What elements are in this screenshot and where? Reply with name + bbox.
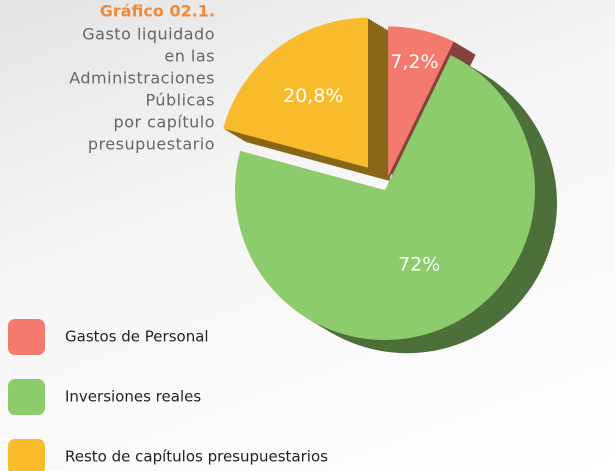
legend-swatch xyxy=(8,319,45,355)
legend-label: Inversiones reales xyxy=(65,388,201,406)
value-label: 7,2% xyxy=(390,51,438,73)
chart-subtitle: Gasto liquidado xyxy=(82,25,215,44)
chart-subtitle: presupuestario xyxy=(88,135,215,154)
legend-swatch xyxy=(8,379,45,415)
chart-title: Gráfico 02.1. xyxy=(100,2,215,21)
legend-label: Gastos de Personal xyxy=(65,328,209,346)
value-label: 20,8% xyxy=(283,85,343,107)
legend-swatch xyxy=(8,439,45,471)
chart-subtitle: en las xyxy=(164,47,215,66)
chart-subtitle: Públicas xyxy=(146,91,216,110)
legend-label: Resto de capítulos presupuestarios xyxy=(65,448,328,466)
value-label: 72% xyxy=(398,254,440,276)
page: Gráfico 02.1. Gasto liquidado en las Admin… xyxy=(0,0,615,471)
chart: Gráfico 02.1. Gasto liquidado en las Admin… xyxy=(0,0,615,471)
chart-subtitle: por capítulo xyxy=(114,113,215,132)
chart-subtitle: Administraciones xyxy=(69,69,215,88)
